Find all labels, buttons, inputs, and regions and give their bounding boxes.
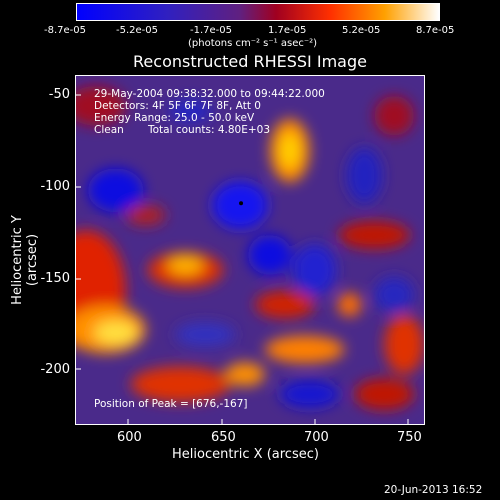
y-axis-label: Heliocentric Y (arcsec) [10,215,40,305]
x-tick-label: 600 [117,430,142,445]
y-tick-label: -150 [40,271,70,286]
colorbar-tick: 1.7e-05 [268,25,307,36]
x-tick-label: 650 [211,430,236,445]
y-tick-label: -100 [40,179,70,194]
colorbar-tick: 5.2e-05 [342,25,381,36]
x-tick-label: 700 [304,430,329,445]
rhessi-image [75,75,425,425]
detectors-text: Detectors: 4F 5F 6F 7F 8F, Att 0 [94,100,261,112]
colorbar-tick: -5.2e-05 [116,25,158,36]
time-range-text: 29-May-2004 09:38:32.000 to 09:44:22.000 [94,88,325,100]
total-counts-text: Total counts: 4.80E+03 [148,124,271,136]
colorbar [76,3,440,21]
timestamp: 20-Jun-2013 16:52 [384,484,483,496]
colorbar-tick: -1.7e-05 [190,25,232,36]
x-tick-label: 750 [397,430,422,445]
peak-position-text: Position of Peak = [676,-167] [94,398,248,410]
x-axis-label: Heliocentric X (arcsec) [172,447,319,462]
y-tick-label: -50 [48,87,70,102]
clean-text: Clean [94,124,124,136]
y-tick-label: -200 [40,362,70,377]
colorbar-tick: 8.7e-05 [416,25,455,36]
colorbar-units: (photons cm⁻² s⁻¹ asec⁻²) [188,38,318,49]
energy-range-text: Energy Range: 25.0 - 50.0 keV [94,112,255,124]
colorbar-tick: -8.7e-05 [44,25,86,36]
plot-title: Reconstructed RHESSI Image [133,52,367,71]
